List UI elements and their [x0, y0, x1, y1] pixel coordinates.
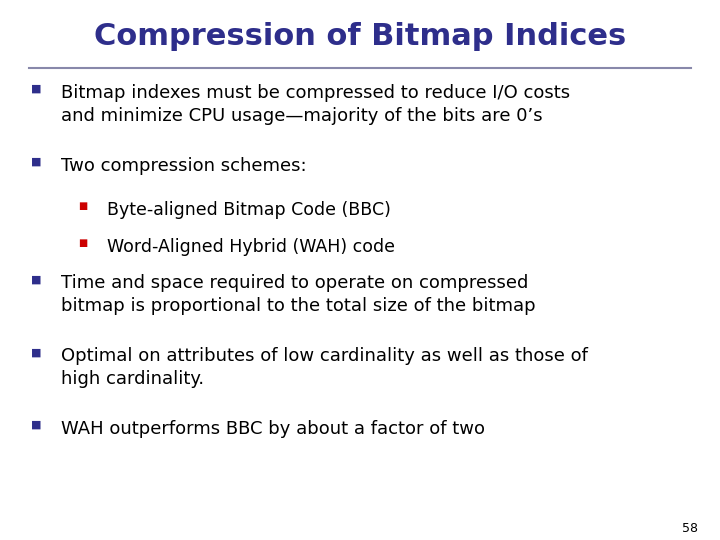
Text: Time and space required to operate on compressed
bitmap is proportional to the t: Time and space required to operate on co…	[61, 274, 536, 315]
Text: ■: ■	[31, 274, 41, 285]
Text: Word-Aligned Hybrid (WAH) code: Word-Aligned Hybrid (WAH) code	[107, 238, 395, 255]
Text: ■: ■	[31, 347, 41, 357]
Text: Bitmap indexes must be compressed to reduce I/O costs
and minimize CPU usage—maj: Bitmap indexes must be compressed to red…	[61, 84, 570, 125]
Text: Compression of Bitmap Indices: Compression of Bitmap Indices	[94, 22, 626, 51]
Text: ■: ■	[31, 157, 41, 167]
Text: Byte-aligned Bitmap Code (BBC): Byte-aligned Bitmap Code (BBC)	[107, 201, 390, 219]
Text: ■: ■	[78, 201, 87, 211]
Text: Optimal on attributes of low cardinality as well as those of
high cardinality.: Optimal on attributes of low cardinality…	[61, 347, 588, 388]
Text: WAH outperforms BBC by about a factor of two: WAH outperforms BBC by about a factor of…	[61, 420, 485, 438]
Text: 58: 58	[683, 522, 698, 535]
Text: Two compression schemes:: Two compression schemes:	[61, 157, 307, 174]
Text: ■: ■	[31, 84, 41, 94]
Text: ■: ■	[31, 420, 41, 430]
Text: ■: ■	[78, 238, 87, 248]
